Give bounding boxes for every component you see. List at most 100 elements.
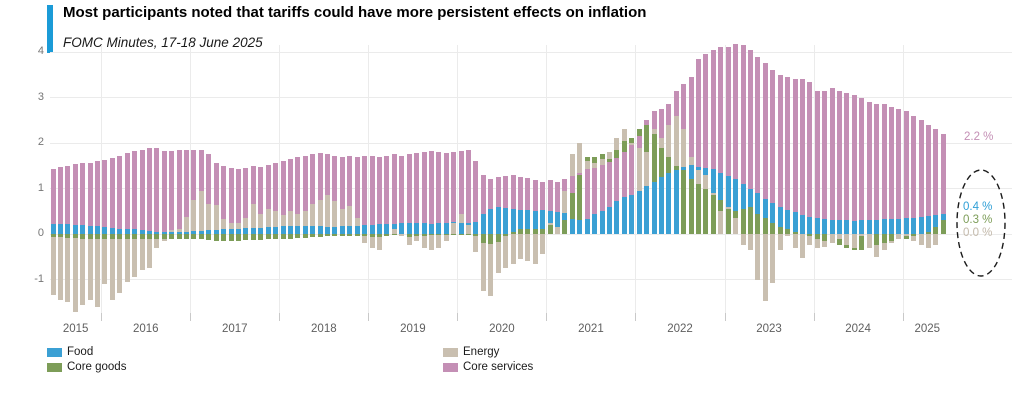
bar-core-services (243, 168, 249, 234)
bar-energy (95, 234, 101, 307)
bar-energy (770, 234, 776, 283)
bar-food (206, 230, 212, 234)
bar-energy (184, 216, 190, 234)
bar-core-goods (161, 234, 167, 239)
bar-core-goods (495, 234, 501, 243)
bar-core-services (384, 155, 390, 234)
bar-core-goods (540, 228, 546, 234)
bar-food (87, 225, 93, 234)
bar-core-goods (102, 234, 108, 239)
bar-core-goods (325, 234, 331, 237)
bar-energy (399, 234, 405, 237)
bar-core-goods (569, 193, 575, 234)
legend-item-core-goods: Core goods (47, 361, 126, 373)
bar-food (243, 228, 249, 234)
bar-core-goods (562, 220, 568, 234)
bar-core-services (517, 177, 523, 234)
bar-food (287, 226, 293, 234)
bar-energy (258, 213, 264, 234)
bar-core-goods (287, 234, 293, 239)
end-label-core-services: 2.2 % (964, 131, 994, 143)
gridline-vertical (190, 45, 192, 315)
end-label-energy: 0.0 % (963, 227, 993, 239)
chart-subtitle: FOMC Minutes, 17-18 June 2025 (63, 35, 263, 50)
gridline-horizontal (50, 188, 1012, 189)
bar-energy (109, 234, 115, 300)
x-axis-tick (279, 313, 281, 321)
food-swatch-icon (47, 347, 62, 357)
bar-core-services (829, 88, 835, 234)
bar-core-goods (874, 234, 880, 246)
bar-core-services (80, 163, 86, 234)
bar-energy (540, 234, 546, 255)
bar-core-goods (273, 234, 279, 240)
bar-core-services (733, 43, 739, 234)
bar-energy (718, 211, 724, 234)
bar-energy (347, 205, 353, 234)
bar-energy (829, 234, 835, 244)
dashed-ellipse-annotation (956, 169, 1006, 277)
bar-core-goods (124, 234, 130, 240)
bar-core-services (933, 129, 939, 234)
gridline-vertical (635, 45, 637, 315)
bar-energy (72, 234, 78, 313)
bar-food (822, 219, 828, 234)
bar-core-goods (807, 234, 813, 237)
bar-core-services (50, 169, 56, 234)
x-axis-year-label: 2015 (62, 323, 89, 335)
bar-core-goods (740, 208, 746, 234)
bar-core-services (480, 174, 486, 234)
bar-core-services (762, 63, 768, 234)
gridline-vertical (279, 45, 281, 315)
bar-core-goods (414, 234, 420, 237)
bar-core-services (302, 155, 308, 234)
x-axis-year-label: 2019 (400, 323, 426, 335)
bar-core-services (399, 155, 405, 234)
end-label-food: 0.4 % (963, 201, 993, 213)
bar-energy (762, 234, 768, 301)
bar-core-goods (87, 234, 93, 239)
bar-core-services (785, 77, 791, 234)
bar-energy (273, 211, 279, 234)
bar-food (770, 203, 776, 234)
bar-food (480, 213, 486, 234)
bar-core-services (65, 166, 71, 234)
bar-core-goods (362, 234, 368, 237)
bar-food (807, 216, 813, 234)
x-axis-year-label: 2024 (845, 323, 871, 335)
bar-core-services (881, 104, 887, 234)
bar-energy (510, 234, 516, 264)
bar-core-services (466, 149, 472, 234)
bar-food (762, 198, 768, 234)
bar-core-services (458, 151, 464, 234)
bar-core-goods (258, 234, 264, 240)
bar-core-services (258, 166, 264, 234)
y-axis-tick-label: 2 (37, 136, 44, 148)
bar-energy (228, 222, 234, 234)
bar-food (926, 215, 932, 234)
bar-energy (807, 234, 813, 246)
bar-core-goods (176, 234, 182, 240)
bar-core-services (250, 165, 256, 234)
bar-food (473, 222, 479, 234)
bar-energy (428, 234, 434, 250)
bar-core-services (777, 74, 783, 234)
bar-core-services (87, 162, 93, 234)
bar-core-services (911, 115, 917, 234)
bar-food (673, 170, 679, 234)
bar-food (933, 214, 939, 234)
bar-food (146, 231, 152, 234)
bar-food (799, 214, 805, 234)
bar-food (317, 226, 323, 234)
bar-core-services (525, 178, 531, 234)
bar-core-goods (473, 234, 479, 237)
bar-food (569, 219, 575, 234)
bar-core-services (347, 155, 353, 234)
bar-food (117, 228, 123, 234)
bar-food (295, 226, 301, 234)
bar-core-goods (332, 234, 338, 236)
bar-food (592, 213, 598, 234)
legend-label-food: Food (67, 346, 94, 358)
bar-energy (250, 203, 256, 234)
bar-core-services (844, 92, 850, 234)
